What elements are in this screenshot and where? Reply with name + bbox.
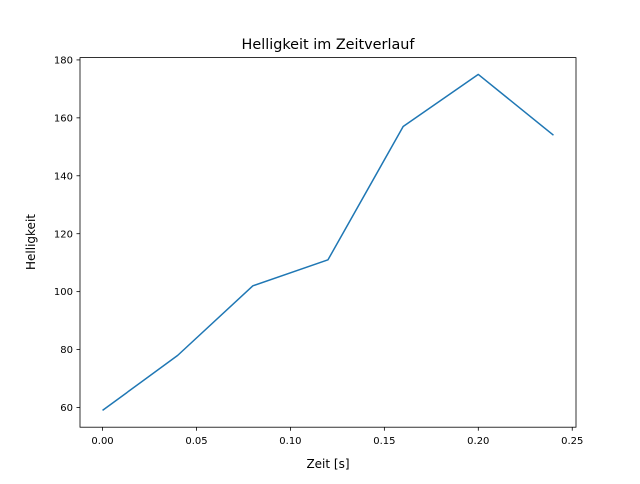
y-tick-label: 60	[60, 403, 73, 414]
x-tick-label: 0.20	[467, 436, 489, 447]
y-tick-label: 140	[54, 171, 73, 182]
x-axis-label: Zeit [s]	[306, 457, 349, 471]
y-axis-label: Helligkeit	[24, 214, 38, 270]
x-tick-label: 0.15	[373, 436, 395, 447]
x-tick-label: 0.25	[561, 436, 583, 447]
y-tick-label: 120	[54, 229, 73, 240]
y-tick-label: 80	[60, 345, 73, 356]
y-tick-label: 100	[54, 287, 73, 298]
y-tick-label: 180	[54, 56, 73, 67]
y-tick-label: 160	[54, 113, 73, 124]
chart-title: Helligkeit im Zeitverlauf	[242, 37, 416, 53]
x-tick-label: 0.00	[91, 436, 113, 447]
x-tick-label: 0.10	[279, 436, 301, 447]
x-tick-label: 0.05	[185, 436, 207, 447]
